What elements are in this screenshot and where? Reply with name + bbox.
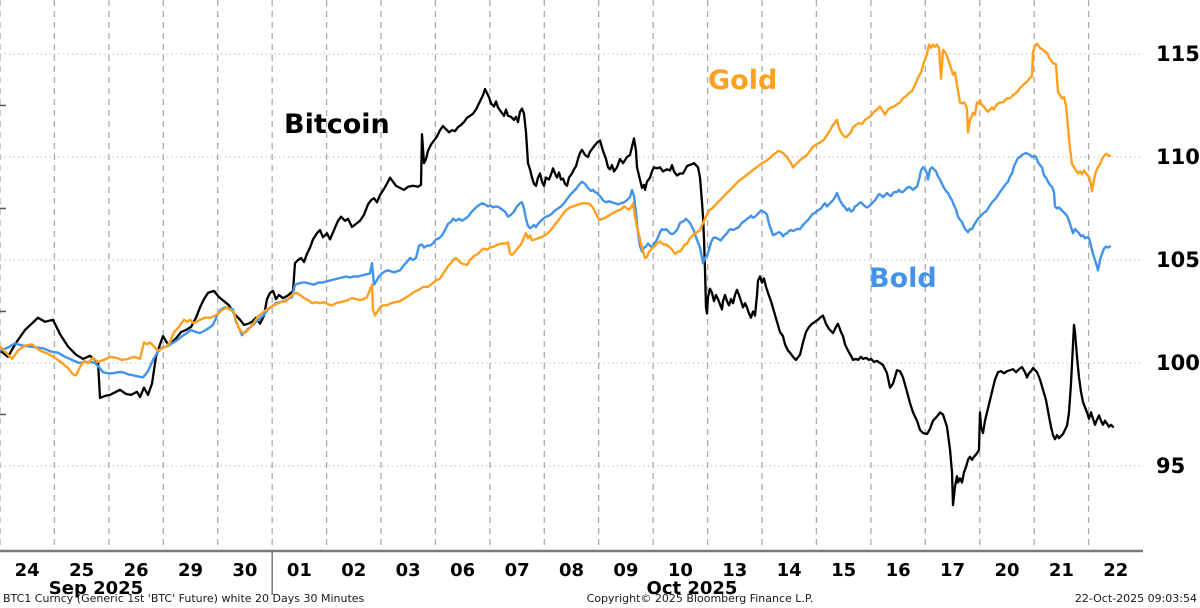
bold-line: [0, 151, 1112, 379]
x-axis-month-label: Sep 2025: [49, 578, 143, 599]
x-axis-day-label: 17: [940, 560, 965, 581]
gold-label: Gold: [708, 65, 777, 96]
x-axis-day-label: 25: [69, 560, 94, 581]
chart-footer: BTC1 Curncy (Generic 1st 'BTC' Future) w…: [0, 590, 1200, 606]
copyright-notice: Copyright© 2025 Bloomberg Finance L.P.: [586, 592, 814, 605]
bitcoin-line: [0, 87, 1115, 507]
x-axis-day-label: 15: [831, 560, 856, 581]
x-axis-day-label: 29: [178, 560, 203, 581]
x-axis-day-label: 21: [1049, 560, 1074, 581]
x-axis-day-label: 22: [1103, 560, 1128, 581]
timestamp: 22-Oct-2025 09:03:54: [1074, 592, 1197, 605]
x-axis-day-label: 26: [124, 560, 149, 581]
gold-line: [0, 42, 1112, 377]
x-axis-day-label: 20: [994, 560, 1019, 581]
x-axis-day-label: 13: [722, 560, 747, 581]
x-axis-day-label: 30: [232, 560, 257, 581]
y-axis-label: 110: [1156, 145, 1200, 169]
y-axis-label: 115: [1156, 42, 1200, 66]
x-axis-day-label: 24: [15, 560, 40, 581]
x-axis-day-label: 08: [559, 560, 584, 581]
y-axis-label: 100: [1156, 351, 1200, 375]
x-axis-day-label: 03: [396, 560, 421, 581]
x-axis-month-label: Oct 2025: [647, 578, 738, 599]
x-axis-day-label: 14: [777, 560, 802, 581]
y-axis-label: 95: [1156, 454, 1185, 478]
x-axis-day-label: 16: [886, 560, 911, 581]
x-axis-day-label: 02: [341, 560, 366, 581]
x-axis-day-label: 06: [450, 560, 475, 581]
security-description: BTC1 Curncy (Generic 1st 'BTC' Future) w…: [3, 592, 365, 605]
x-axis-day-label: 10: [668, 560, 693, 581]
bold-label: Bold: [869, 263, 937, 294]
x-axis-day-label: 09: [613, 560, 638, 581]
y-axis-label: 105: [1156, 248, 1200, 272]
x-axis-day-label: 01: [287, 560, 312, 581]
x-axis-day-label: 07: [505, 560, 530, 581]
bitcoin-label: Bitcoin: [284, 109, 390, 140]
